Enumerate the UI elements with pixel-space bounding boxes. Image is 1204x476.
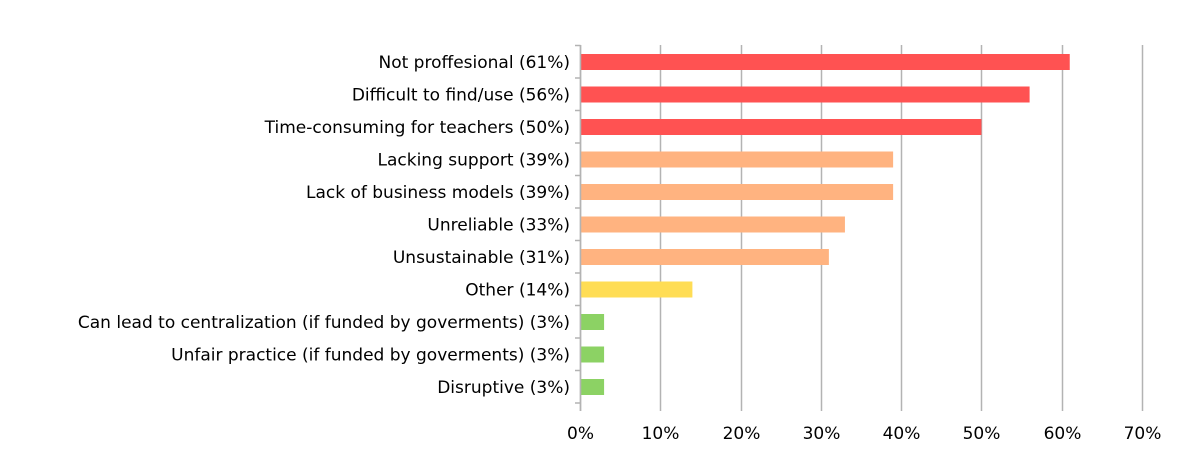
bar: [581, 151, 894, 168]
bar: [581, 184, 894, 200]
x-tick-label: 20%: [723, 424, 761, 444]
category-label: Not proffesional (61%): [378, 53, 570, 73]
x-tick-label: 70%: [1124, 424, 1162, 444]
category-labels: Not proffesional (61%) Difficult to find/…: [78, 53, 570, 398]
category-label: Can lead to centralization (if funded by…: [78, 313, 570, 333]
axes: [575, 44, 1144, 411]
category-label: Other (14%): [465, 281, 570, 301]
category-label: Unfair practice (if funded by goverments…: [171, 346, 570, 366]
x-tick-label: 10%: [642, 424, 680, 444]
category-label: Lacking support (39%): [378, 151, 571, 171]
x-tick-label: 40%: [883, 424, 921, 444]
bar: [581, 54, 1070, 70]
x-tick-label: 0%: [567, 424, 594, 444]
bars: [581, 54, 1070, 395]
category-label: Unsustainable (31%): [393, 248, 570, 268]
bar: [581, 281, 693, 298]
x-tick-label: 60%: [1044, 424, 1082, 444]
bar: [581, 379, 605, 395]
x-tick-label: 30%: [803, 424, 841, 444]
category-label: Disruptive (3%): [437, 378, 570, 398]
bar: [581, 314, 605, 330]
bar: [581, 346, 605, 363]
category-label: Lack of business models (39%): [306, 183, 570, 203]
x-tick-labels: 0% 10% 20% 30% 40% 50% 60% 70%: [567, 424, 1161, 444]
bar: [581, 119, 982, 135]
x-tick-label: 50%: [963, 424, 1001, 444]
bar: [581, 86, 1030, 103]
bar: [581, 249, 829, 265]
category-label: Time-consuming for teachers (50%): [264, 118, 570, 138]
bar: [581, 216, 845, 233]
category-label: Difficult to find/use (56%): [352, 86, 570, 106]
category-label: Unreliable (33%): [427, 216, 570, 236]
